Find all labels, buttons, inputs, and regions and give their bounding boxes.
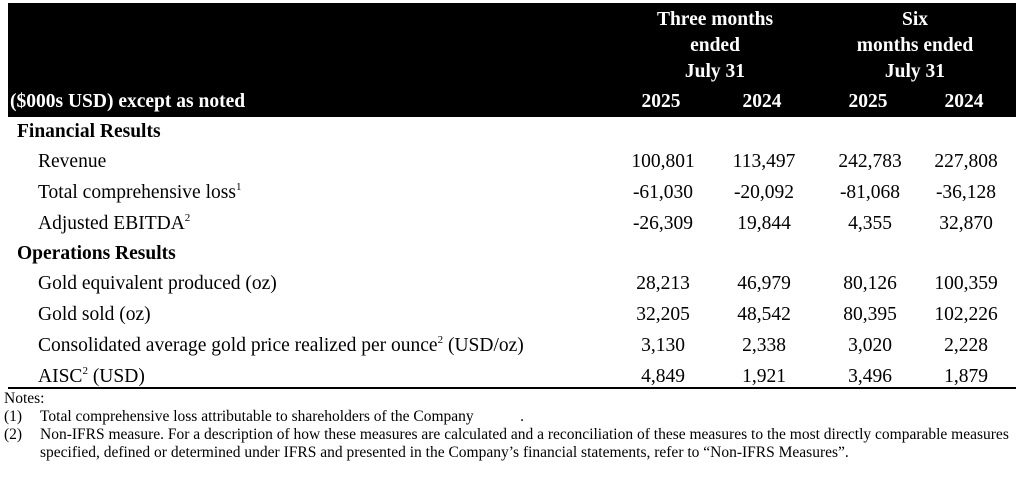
footnote-ref: 2 [82,365,88,377]
row-label-text: Gold sold (oz) [38,304,151,325]
row-label: Revenue [38,146,106,177]
row-label: Adjusted EBITDA2 [38,208,190,242]
year-col-1: 2025 [641,91,681,112]
table-cell: 19,844 [737,213,791,234]
table-cell: 1,921 [742,366,786,387]
notes-title: Notes: [4,390,45,407]
six-months-header: Six months ended July 31 [824,7,1006,85]
row-label-text: Total comprehensive loss [38,182,236,203]
table-cell: 1,879 [944,366,988,387]
table-cell: 32,870 [939,213,993,234]
section-title: Financial Results [17,121,161,142]
table-cell: 3,020 [848,335,892,356]
section-row: Financial Results [8,117,1016,146]
table-header: Three months ended July 31 Six months en… [8,3,1016,117]
table-cell: 100,359 [934,273,998,294]
row-label-text: Revenue [38,151,107,172]
three-months-line3: July 31 [684,61,746,82]
footnote-ref: 1 [235,181,242,193]
table-row: Revenue 100,801 113,497 242,783 227,808 [8,146,1016,177]
six-months-line2: months ended [856,35,974,56]
unit-label: ($000s USD) except as noted [10,91,246,112]
table-cell: 80,395 [843,304,897,325]
section-row: Operations Results [8,239,1016,268]
three-months-header: Three months ended July 31 [620,7,810,85]
row-label-suffix: (USD) [87,366,145,387]
table-body: Financial Results Revenue 100,801 113,497 24… [8,117,1016,392]
note-text: Total comprehensive loss attributable to… [40,408,525,425]
row-label-text: AISC [38,366,83,387]
row-label: Total comprehensive loss1 [38,177,241,211]
note-number: (2) [4,426,23,443]
table-cell: 28,213 [636,273,690,294]
table-bottom-rule [8,387,1016,389]
year-col-4: 2024 [944,91,984,112]
year-col-3: 2025 [848,91,888,112]
three-months-line2: ended [690,35,740,56]
table-cell: 242,783 [838,151,902,172]
table-cell: 100,801 [631,151,695,172]
table-cell: 227,808 [934,151,998,172]
table-row: Gold equivalent produced (oz) 28,213 46,97… [8,268,1016,299]
footnote-ref: 2 [184,212,191,224]
table-cell: -20,092 [733,182,795,203]
table-cell: 48,542 [737,304,791,325]
row-label-suffix: (USD/oz) [443,335,524,356]
three-months-line1: Three months [656,9,774,30]
table-cell: 4,849 [641,366,685,387]
year-col-2: 2024 [742,91,782,112]
table-row: Gold sold (oz) 32,205 48,542 80,395 102,226 [8,299,1016,330]
row-label: Gold equivalent produced (oz) [38,268,277,299]
table-cell: 102,226 [934,304,998,325]
table-cell: 80,126 [843,273,897,294]
table-cell: 3,130 [641,335,685,356]
table-cell: -36,128 [935,182,997,203]
table-cell: 113,497 [732,151,796,172]
table-row: Consolidated average gold price realized… [8,330,1016,361]
six-months-line3: July 31 [884,61,946,82]
table-cell: 3,496 [848,366,892,387]
table-row: Total comprehensive loss1 -61,030 -20,092 -… [8,177,1016,208]
table-cell: -61,030 [632,182,694,203]
row-label-text: Consolidated average gold price realized… [38,335,438,356]
row-label-text: Adjusted EBITDA [38,213,185,234]
note-item: (1) Total comprehensive loss attributabl… [4,408,1019,426]
six-months-line1: Six [901,9,928,30]
table-cell: 46,979 [737,273,791,294]
section-title: Operations Results [17,243,176,264]
row-label: Gold sold (oz) [38,299,151,330]
table-cell: -26,309 [632,213,694,234]
table-cell: 2,228 [944,335,988,356]
table-row: AISC2 (USD) 4,849 1,921 3,496 1,879 [8,361,1016,392]
table-row: Adjusted EBITDA2 -26,309 19,844 4,355 32,870 [8,208,1016,239]
table-cell: 32,205 [636,304,690,325]
note-number: (1) [4,408,23,425]
table-cell: 2,338 [742,335,786,356]
notes: Notes: (1) Total comprehensive loss attr… [4,390,1019,462]
table-cell: 4,355 [848,213,892,234]
table-cell: -81,068 [839,182,901,203]
note-item: (2) Non-IFRS measure. For a description … [4,426,1019,462]
note-text: Non-IFRS measure. For a description of h… [40,426,1009,461]
row-label: AISC2 (USD) [38,361,145,395]
row-label-text: Gold equivalent produced (oz) [38,273,277,294]
row-label: Consolidated average gold price realized… [38,330,524,364]
footnote-ref: 2 [437,334,444,346]
